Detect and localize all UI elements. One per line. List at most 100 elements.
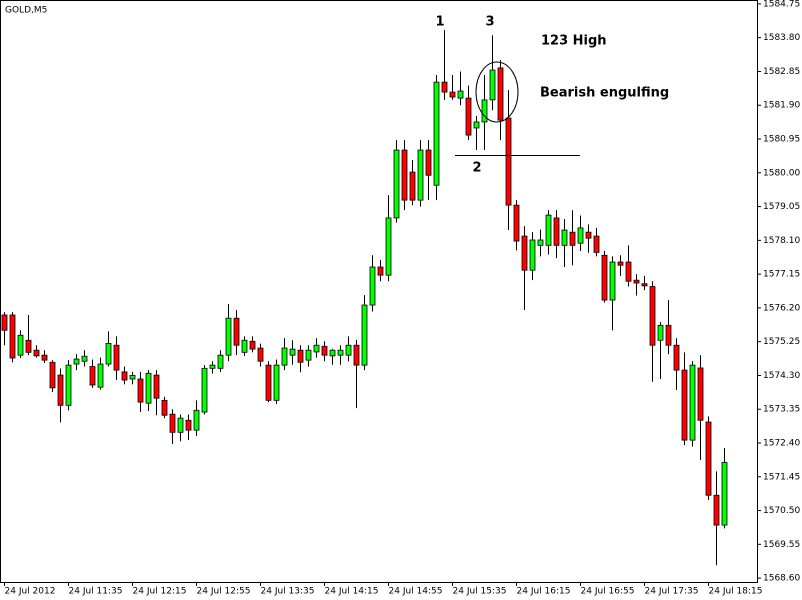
candle-body xyxy=(249,340,256,350)
y-tick-label: 1580.00 xyxy=(763,168,800,178)
candle-body xyxy=(553,217,560,246)
y-tick-label: 1583.80 xyxy=(763,33,800,43)
candle-body xyxy=(1,314,8,331)
y-tick-label: 1572.40 xyxy=(763,438,800,448)
x-tick-label: 24 Jul 2012 xyxy=(5,587,56,597)
candle-body xyxy=(529,239,536,271)
candle-body xyxy=(353,344,360,366)
candle-body xyxy=(633,279,640,284)
candles xyxy=(1,29,728,566)
candle-body xyxy=(201,367,208,413)
candle-body xyxy=(41,354,48,361)
y-tick-label: 1569.55 xyxy=(763,540,800,550)
x-tick-label: 24 Jul 15:35 xyxy=(453,587,507,597)
candle-body xyxy=(593,235,600,253)
candle-body xyxy=(625,261,632,282)
candle-body xyxy=(585,231,592,239)
candle-body xyxy=(281,347,288,366)
candle-body xyxy=(377,266,384,276)
x-tick-label: 24 Jul 14:15 xyxy=(325,587,379,597)
y-tick-label: 1576.20 xyxy=(763,303,800,313)
x-tick-label: 24 Jul 14:55 xyxy=(389,587,443,597)
candle-body xyxy=(425,149,432,176)
candle-body xyxy=(441,81,448,93)
x-tick-label: 24 Jul 12:55 xyxy=(197,587,251,597)
candle-body xyxy=(393,149,400,219)
candle-body xyxy=(577,227,584,244)
candle-body xyxy=(521,235,528,271)
candle-body xyxy=(681,369,688,441)
candle-body xyxy=(33,349,40,357)
candle-body xyxy=(73,358,80,365)
candle-body xyxy=(241,339,248,353)
candle-body xyxy=(337,349,344,356)
candle-body xyxy=(313,344,320,353)
candle-body xyxy=(185,419,192,431)
candle-body xyxy=(105,343,112,365)
x-tick-label: 24 Jul 12:15 xyxy=(133,587,187,597)
candle-body xyxy=(505,117,512,206)
candle-body xyxy=(721,462,728,526)
candle-body xyxy=(161,399,168,416)
candle-body xyxy=(385,217,392,276)
x-tick-label: 24 Jul 18:15 xyxy=(709,587,763,597)
y-tick-label: 1570.50 xyxy=(763,506,800,516)
candle-body xyxy=(473,121,480,129)
candle-body xyxy=(649,286,656,346)
candle-body xyxy=(513,204,520,242)
annotation: 123 High xyxy=(541,34,607,49)
candle-body xyxy=(569,231,576,246)
y-tick-label: 1579.05 xyxy=(763,202,800,212)
candle-body xyxy=(401,149,408,201)
candle-body xyxy=(25,339,32,353)
candle-body xyxy=(489,69,496,101)
candle-body xyxy=(273,364,280,401)
y-tick-label: 1578.10 xyxy=(763,236,800,246)
candle-body xyxy=(561,229,568,246)
x-tick-label: 24 Jul 16:15 xyxy=(517,587,571,597)
candle-body xyxy=(97,363,104,388)
candle-body xyxy=(193,409,200,431)
candle-body xyxy=(497,67,504,121)
candle-body xyxy=(153,374,160,399)
x-tick-label: 24 Jul 17:35 xyxy=(645,587,699,597)
candle-body xyxy=(9,314,16,359)
annotation: 3 xyxy=(485,15,494,30)
candle-body xyxy=(17,334,24,356)
candle-body xyxy=(705,421,712,496)
candle-body xyxy=(609,261,616,301)
candle-body xyxy=(641,283,648,287)
candle-body xyxy=(665,324,672,346)
candle-body xyxy=(145,372,152,404)
candle-body xyxy=(217,354,224,369)
candle-body xyxy=(697,367,704,421)
candle-body xyxy=(481,99,488,123)
candle-body xyxy=(465,97,472,136)
highlight-ellipse xyxy=(475,61,519,123)
candle-body xyxy=(65,364,72,406)
candle-body xyxy=(113,344,120,371)
x-tick-label: 24 Jul 13:35 xyxy=(261,587,315,597)
candle-body xyxy=(545,214,552,246)
plot-frame xyxy=(0,0,758,583)
candle-body xyxy=(713,494,720,526)
y-tick-label: 1574.30 xyxy=(763,371,800,381)
candle-body xyxy=(433,81,440,186)
candle-body xyxy=(129,375,136,380)
candle-body xyxy=(657,324,664,341)
x-tick-label: 24 Jul 11:35 xyxy=(69,587,123,597)
y-tick-label: 1571.45 xyxy=(763,472,800,482)
candle-body xyxy=(233,317,240,346)
candle-body xyxy=(289,348,296,356)
candle-body xyxy=(321,345,328,356)
candle-body xyxy=(137,378,144,403)
candle-body xyxy=(417,149,424,201)
candle-body xyxy=(265,364,272,401)
candle-body xyxy=(89,366,96,386)
candle-body xyxy=(329,349,336,357)
candle-body xyxy=(601,254,608,301)
y-tick-label: 1573.35 xyxy=(763,405,800,415)
chart-title: GOLD,M5 xyxy=(5,6,47,16)
